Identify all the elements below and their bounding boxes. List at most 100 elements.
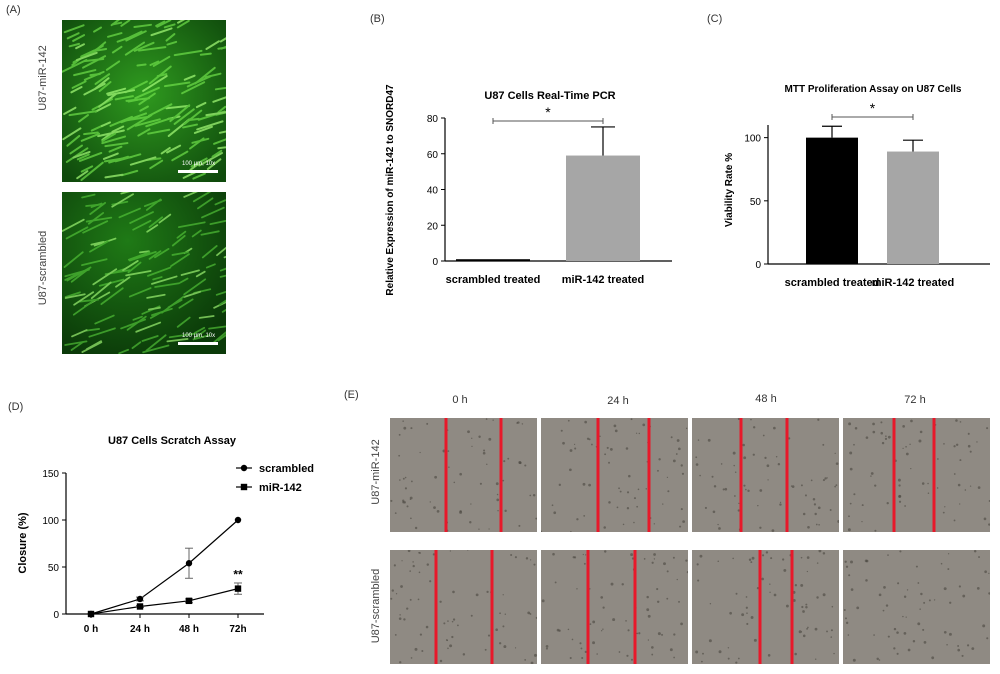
cell-speck bbox=[777, 462, 781, 466]
cell-speck bbox=[488, 528, 490, 530]
cell-speck bbox=[826, 630, 828, 633]
bar bbox=[887, 151, 939, 264]
cell-speck bbox=[893, 627, 897, 631]
cell-fiber bbox=[111, 193, 134, 208]
cell-speck bbox=[602, 606, 605, 609]
cell-speck bbox=[769, 583, 771, 585]
cell-speck bbox=[621, 583, 624, 586]
cell-speck bbox=[433, 506, 436, 509]
cell-fiber bbox=[129, 156, 157, 166]
cell-fiber bbox=[134, 86, 160, 100]
cell-speck bbox=[983, 517, 987, 521]
cell-speck bbox=[834, 485, 837, 488]
cell-fiber bbox=[98, 81, 112, 93]
cell-fiber bbox=[80, 132, 101, 142]
cell-speck bbox=[545, 645, 549, 648]
cell-speck bbox=[704, 506, 707, 509]
cell-speck bbox=[448, 466, 450, 469]
cell-fiber bbox=[171, 150, 189, 162]
cell-fiber bbox=[182, 171, 197, 179]
cell-fiber bbox=[63, 24, 85, 34]
bar bbox=[566, 155, 640, 261]
cell-speck bbox=[822, 593, 826, 597]
cell-speck bbox=[707, 438, 711, 442]
cell-fiber bbox=[165, 104, 191, 110]
cell-speck bbox=[773, 426, 776, 430]
cell-fiber bbox=[209, 219, 226, 226]
cell-speck bbox=[759, 489, 763, 492]
cell-speck bbox=[830, 629, 833, 632]
cell-speck bbox=[701, 660, 703, 663]
scratch-image bbox=[843, 418, 990, 532]
cell-fiber bbox=[128, 287, 152, 298]
cell-speck bbox=[969, 485, 972, 487]
cell-speck bbox=[988, 523, 990, 526]
bar bbox=[456, 259, 530, 261]
panel-b-label: (B) bbox=[370, 13, 385, 25]
cell-speck bbox=[475, 593, 479, 597]
cell-speck bbox=[843, 609, 846, 612]
cell-speck bbox=[502, 625, 505, 628]
cell-speck bbox=[982, 624, 986, 628]
cell-speck bbox=[834, 452, 836, 455]
cell-fiber bbox=[145, 334, 167, 352]
cell-speck bbox=[658, 458, 661, 461]
cell-speck bbox=[451, 635, 454, 639]
cell-speck bbox=[865, 579, 868, 582]
cell-fiber bbox=[122, 260, 139, 272]
cell-speck bbox=[724, 487, 728, 491]
cell-speck bbox=[826, 477, 828, 479]
cell-speck bbox=[905, 452, 909, 456]
cell-speck bbox=[918, 439, 922, 443]
cell-speck bbox=[815, 523, 818, 526]
cell-speck bbox=[745, 596, 748, 598]
cell-fiber bbox=[176, 316, 191, 328]
cell-fiber bbox=[141, 335, 159, 342]
cell-fiber bbox=[133, 41, 155, 52]
cell-fiber bbox=[219, 37, 226, 43]
cell-fiber bbox=[120, 318, 146, 330]
cell-speck bbox=[922, 628, 925, 631]
cell-speck bbox=[802, 610, 805, 613]
cell-speck bbox=[835, 462, 839, 465]
cell-speck bbox=[443, 622, 446, 625]
cell-fiber bbox=[80, 161, 104, 181]
cell-speck bbox=[874, 529, 877, 532]
y-tick-label: 150 bbox=[42, 469, 59, 480]
cell-speck bbox=[822, 479, 825, 482]
cell-speck bbox=[626, 507, 630, 510]
cell-fiber bbox=[182, 123, 198, 129]
chart-d-ylabel: Closure (%) bbox=[17, 512, 29, 573]
cell-speck bbox=[742, 443, 745, 447]
cell-speck bbox=[782, 558, 785, 561]
cell-fiber bbox=[62, 127, 82, 141]
cell-speck bbox=[953, 445, 956, 448]
cell-speck bbox=[732, 557, 734, 560]
cell-speck bbox=[887, 635, 890, 638]
cell-fiber bbox=[150, 27, 173, 37]
cell-speck bbox=[681, 472, 685, 475]
cell-fiber bbox=[90, 124, 104, 132]
cell-speck bbox=[404, 476, 407, 479]
chart-b-ylabel: Relative Expression of miR-142 to SNORD4… bbox=[385, 84, 396, 296]
cell-speck bbox=[680, 622, 683, 626]
cell-speck bbox=[401, 560, 403, 562]
cell-speck bbox=[844, 560, 847, 563]
cell-speck bbox=[898, 500, 902, 503]
cell-fiber bbox=[104, 142, 129, 148]
fluorescence-texture-scrambled bbox=[62, 192, 226, 354]
cell-speck bbox=[771, 529, 775, 532]
cell-fiber bbox=[89, 240, 109, 253]
cell-speck bbox=[471, 437, 473, 439]
cell-speck bbox=[452, 590, 455, 594]
scratch-image-grid bbox=[390, 418, 994, 664]
cell-speck bbox=[765, 551, 769, 554]
cell-speck bbox=[678, 600, 680, 603]
cell-fiber bbox=[193, 326, 206, 334]
cell-fiber bbox=[218, 299, 226, 306]
cell-speck bbox=[646, 595, 649, 599]
cell-fiber bbox=[147, 103, 173, 117]
cell-speck bbox=[669, 648, 673, 652]
cell-speck bbox=[406, 505, 409, 508]
cell-speck bbox=[818, 550, 822, 553]
